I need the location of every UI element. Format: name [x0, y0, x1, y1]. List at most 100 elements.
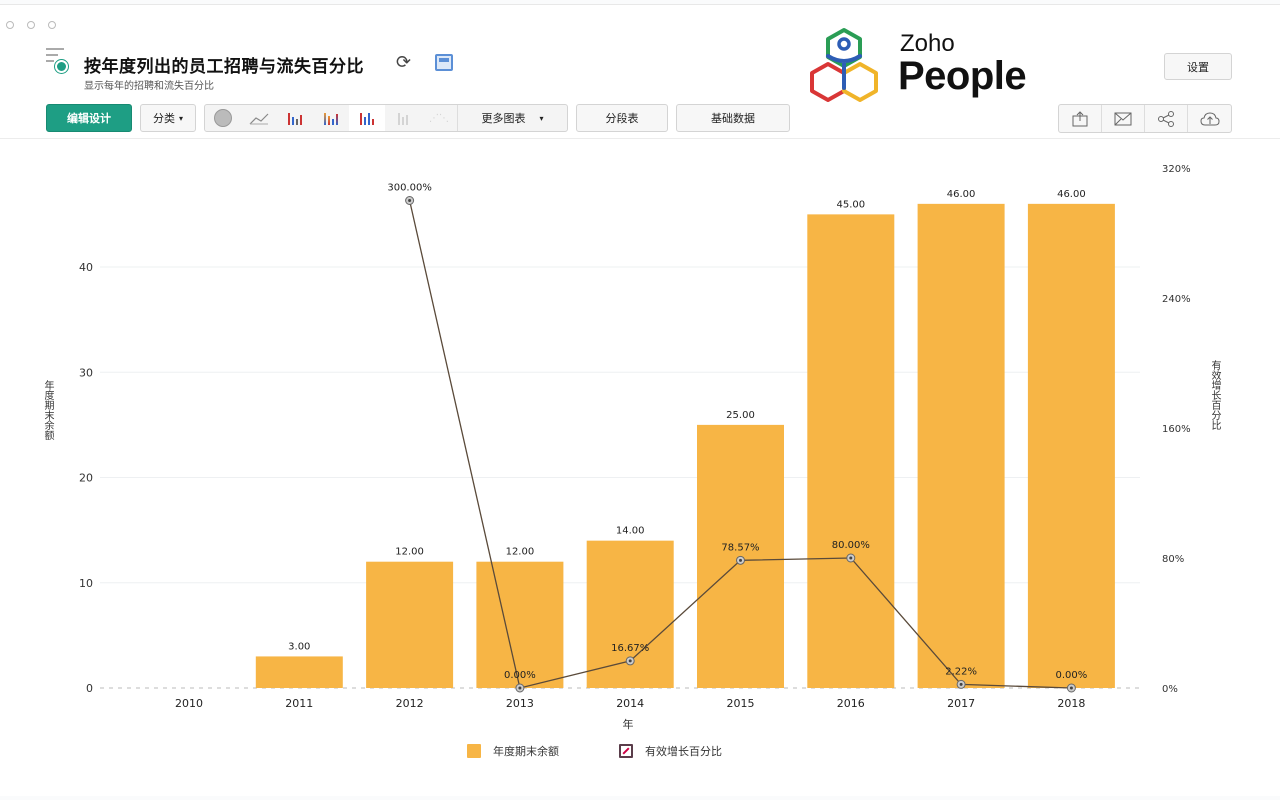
- combo-chart: 0 10 20 30 40 0% 80% 160% 240% 320% 2010 3.00 2011 12…: [79, 164, 1191, 731]
- combo-chart-type[interactable]: [349, 105, 385, 131]
- y-tick-label: 20: [79, 472, 93, 485]
- publish-cloud-icon: [1199, 111, 1220, 125]
- email-button[interactable]: [1102, 105, 1145, 132]
- edit-design-button[interactable]: 编辑设计: [46, 104, 132, 132]
- refresh-icon[interactable]: ⟳: [396, 52, 412, 73]
- zoho-hex-logo-icon: [810, 28, 878, 102]
- line-value-label: 16.67%: [611, 643, 649, 654]
- map-chart-type[interactable]: ⋰⋱: [421, 105, 457, 131]
- line-value-label: 2.22%: [945, 666, 977, 677]
- y-tick-label: 0: [86, 682, 93, 695]
- chevron-down-icon: ▾: [178, 113, 183, 123]
- bar-value-label: 14.00: [616, 526, 645, 537]
- line-point-dot: [1069, 686, 1073, 690]
- line-checkbox-icon: [619, 744, 633, 758]
- bar-value-label: 46.00: [1057, 189, 1086, 200]
- bar-chart-icon: [288, 111, 302, 125]
- y2-tick-label: 80%: [1162, 554, 1184, 565]
- bar-value-label: 12.00: [395, 547, 424, 558]
- bar-2011[interactable]: [255, 656, 343, 688]
- left-axis-title: 年度期末余额: [42, 380, 53, 440]
- x-tick-label: 2015: [727, 697, 755, 710]
- line-point-dot: [959, 682, 963, 686]
- x-tick-label: 2011: [285, 697, 313, 710]
- brand-people: People: [898, 54, 1027, 98]
- line-chart-type[interactable]: [241, 105, 277, 131]
- header-divider: [0, 138, 1280, 139]
- x-tick-label: 2012: [396, 697, 424, 710]
- page-subtitle: 显示每年的招聘和流失百分比: [84, 81, 214, 92]
- publish-button[interactable]: [1188, 105, 1231, 132]
- share-icon: [1158, 110, 1174, 127]
- bar-2017[interactable]: [917, 203, 1005, 688]
- combo-chart-icon: [360, 111, 374, 125]
- export-button[interactable]: [1059, 105, 1102, 132]
- bar-2018[interactable]: [1027, 203, 1115, 688]
- export-icon: [1072, 110, 1088, 126]
- close-window-button[interactable]: [6, 21, 14, 29]
- x-tick-label: 2010: [175, 697, 203, 710]
- bar-2012[interactable]: [366, 561, 454, 688]
- x-tick-label: 2016: [837, 697, 865, 710]
- line-point-dot: [408, 199, 412, 202]
- bar-chart-type[interactable]: [277, 105, 313, 131]
- bar-value-label: 45.00: [836, 199, 865, 210]
- save-icon[interactable]: [435, 54, 453, 71]
- line-value-label: 0.00%: [1056, 670, 1088, 681]
- x-tick-label: 2017: [947, 697, 975, 710]
- underlying-data-button[interactable]: 基础数据: [676, 104, 790, 132]
- zoho-people-logo: Zoho People: [806, 24, 1046, 106]
- more-charts-label: 更多图表: [481, 112, 526, 125]
- y2-tick-label: 240%: [1162, 294, 1191, 305]
- report-icon: [46, 48, 68, 76]
- x-tick-label: 2014: [616, 697, 644, 710]
- line-value-label: 300.00%: [387, 183, 432, 194]
- chevron-down-icon: ▾: [539, 113, 544, 123]
- scatter-icon: [398, 111, 408, 125]
- y-tick-label: 30: [79, 366, 93, 379]
- minimize-window-button[interactable]: [27, 21, 35, 29]
- chart-type-selector: ⋰⋱ 更多图表 ▾: [204, 104, 568, 132]
- y2-tick-label: 160%: [1162, 424, 1191, 435]
- legend-label: 年度期末余额: [493, 745, 559, 758]
- bar-value-label: 3.00: [288, 641, 310, 652]
- page-title: 按年度列出的员工招聘与流失百分比: [84, 57, 364, 77]
- bar-2016[interactable]: [807, 214, 895, 688]
- pie-chart-type[interactable]: [205, 105, 241, 131]
- line-value-label: 0.00%: [504, 670, 536, 681]
- line-chart-icon: [249, 113, 269, 125]
- x-axis-title: 年: [623, 717, 634, 731]
- email-icon: [1114, 112, 1132, 125]
- maximize-window-button[interactable]: [48, 21, 56, 29]
- y2-tick-label: 320%: [1162, 164, 1191, 175]
- map-icon: ⋰⋱: [429, 112, 449, 124]
- action-buttons: [1058, 104, 1232, 133]
- toolbar: 编辑设计 分类 ▾ ⋰⋱ 更多图表 ▾ 分段表 基础数据: [46, 103, 790, 133]
- legend-label: 有效增长百分比: [645, 745, 722, 758]
- bar-value-label: 12.00: [506, 547, 535, 558]
- right-axis-title: 有效增长百分比: [1209, 360, 1220, 430]
- x-tick-label: 2013: [506, 697, 534, 710]
- settings-button[interactable]: 设置: [1164, 53, 1232, 80]
- line-point-dot: [739, 558, 742, 562]
- pie-icon: [214, 109, 232, 127]
- share-button[interactable]: [1145, 105, 1188, 132]
- bar-swatch-icon: [467, 744, 481, 758]
- line-value-label: 80.00%: [832, 540, 870, 551]
- line-point-dot: [628, 659, 632, 663]
- bar-2013[interactable]: [476, 561, 564, 688]
- window-controls: [6, 21, 56, 29]
- bar-value-label: 25.00: [726, 410, 755, 421]
- category-dropdown[interactable]: 分类 ▾: [140, 104, 196, 132]
- legend-item-balance[interactable]: 年度期末余额: [467, 743, 559, 759]
- legend-item-growth[interactable]: 有效增长百分比: [619, 743, 722, 759]
- stacked-bar-chart-type[interactable]: [313, 105, 349, 131]
- bar-value-label: 46.00: [947, 189, 976, 200]
- category-label: 分类: [153, 112, 175, 125]
- line-point-dot: [518, 686, 522, 690]
- pivot-button[interactable]: 分段表: [576, 104, 668, 132]
- y-tick-label: 40: [79, 261, 93, 274]
- scatter-chart-type[interactable]: [385, 105, 421, 131]
- more-charts-dropdown[interactable]: 更多图表 ▾: [457, 105, 567, 131]
- bar-2014[interactable]: [586, 540, 674, 688]
